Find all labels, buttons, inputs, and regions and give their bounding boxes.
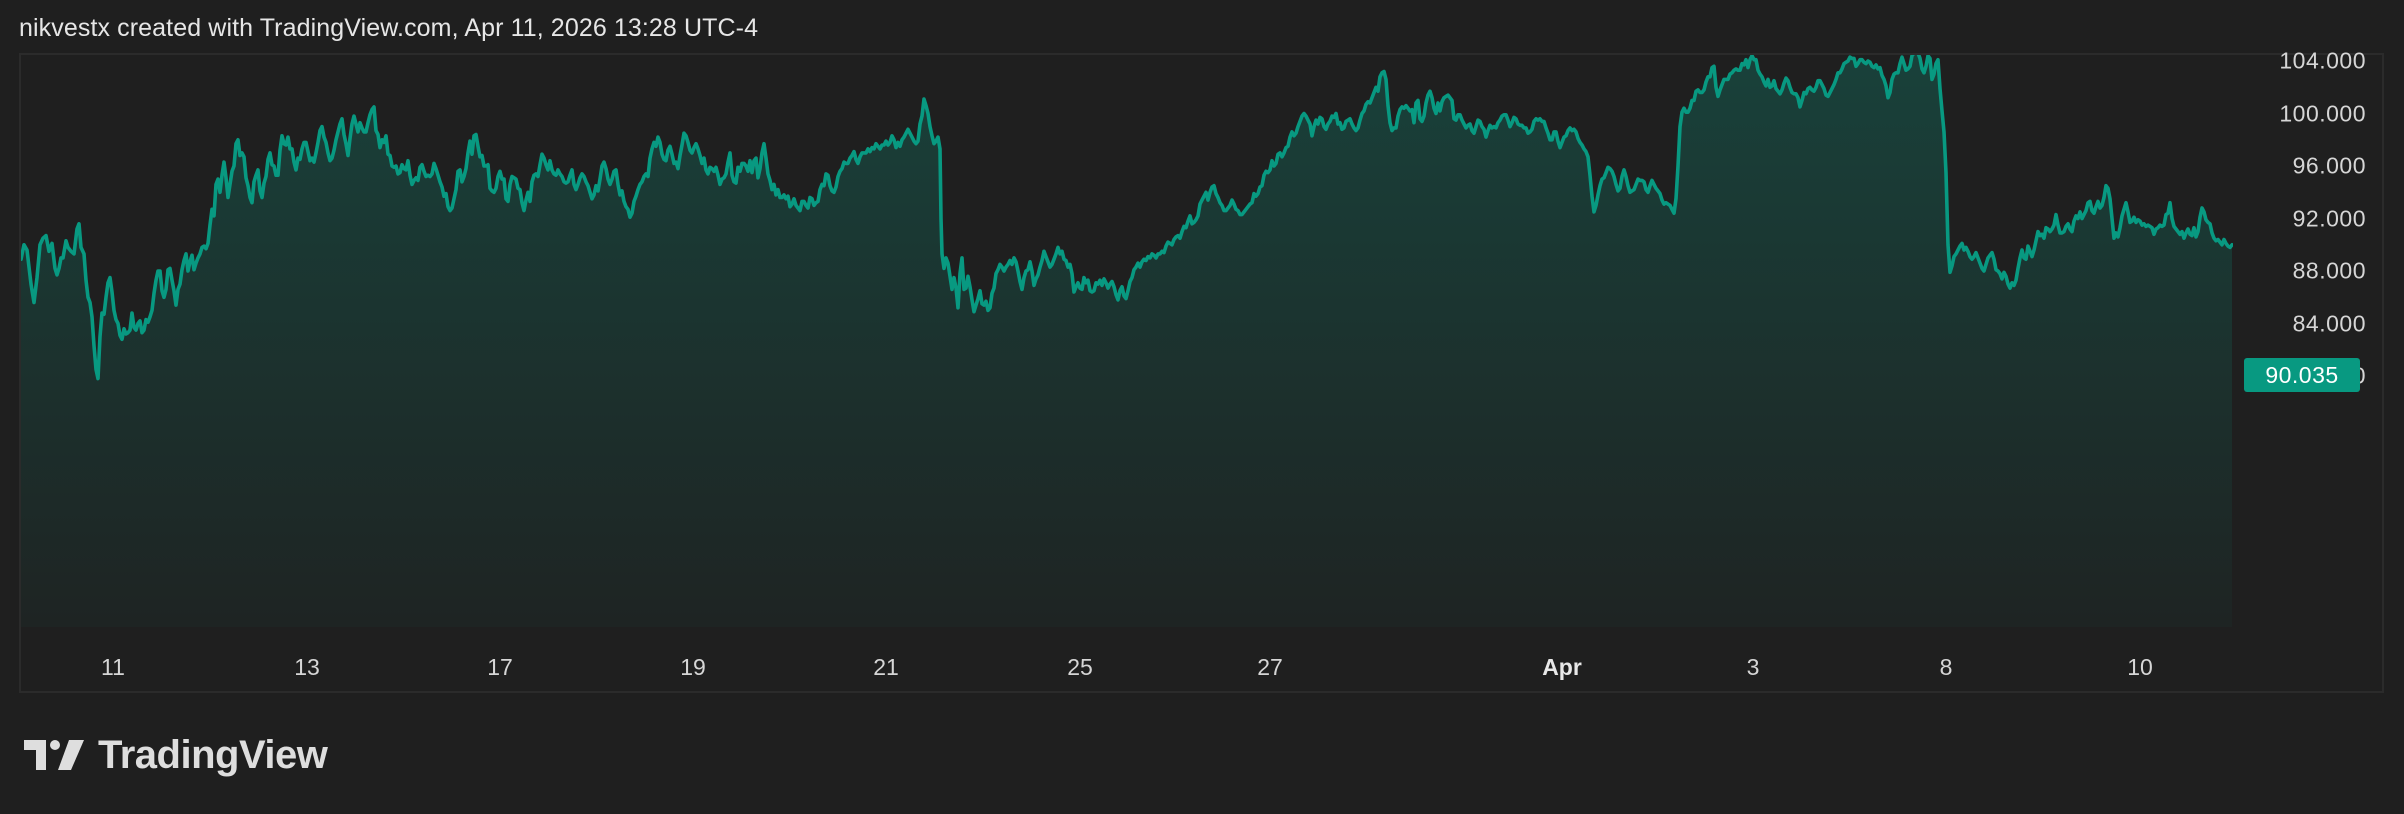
x-tick-label: 13 — [294, 654, 320, 680]
price-area-fill — [21, 55, 2232, 627]
y-tick-label: 84.000 — [2292, 310, 2366, 336]
x-tick-label: 8 — [1939, 654, 1953, 680]
tradingview-logo[interactable]: TradingView — [24, 732, 328, 777]
chart-caption: nikvestx created with TradingView.com, A… — [19, 14, 759, 42]
x-tick-label: 11 — [101, 654, 125, 680]
y-tick-label: 104.000 — [2279, 47, 2366, 74]
x-tick-label: 25 — [1067, 654, 1093, 680]
x-tick-label: 10 — [2127, 654, 2153, 680]
x-tick-label: 27 — [1257, 654, 1283, 680]
x-tick-label: 17 — [487, 654, 513, 680]
y-tick-label: 92.000 — [2292, 205, 2366, 231]
y-tick-label: 100.000 — [2279, 100, 2366, 126]
x-tick-label: 19 — [680, 654, 706, 680]
x-tick-label: 21 — [873, 654, 899, 680]
y-tick-label: 88.000 — [2292, 257, 2366, 284]
tradingview-logo-text: TradingView — [98, 732, 328, 777]
y-tick-label: 96.000 — [2292, 152, 2366, 179]
price-line — [21, 55, 2233, 381]
x-tick-label: 3 — [1746, 654, 1760, 680]
last-price-badge: 90.035 — [2244, 358, 2360, 392]
tradingview-logo-icon — [24, 740, 84, 770]
x-tick-label: Apr — [1542, 654, 1582, 680]
